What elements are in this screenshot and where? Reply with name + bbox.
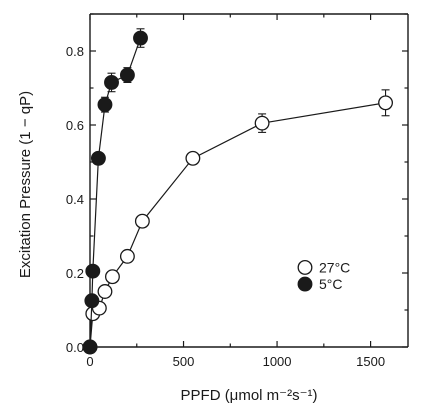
data-point bbox=[97, 97, 113, 113]
data-point bbox=[84, 293, 100, 309]
y-axis-label: Excitation Pressure (1 − qP) bbox=[17, 91, 34, 278]
data-point bbox=[254, 115, 270, 131]
data-point bbox=[97, 284, 113, 299]
data-point bbox=[90, 150, 106, 166]
x-axis-label: PPFD (μmol m⁻²s⁻¹) bbox=[181, 387, 318, 404]
series-line bbox=[89, 102, 386, 348]
x-tick-label: 1500 bbox=[356, 354, 385, 369]
legend-label-5c: 5°C bbox=[319, 276, 343, 292]
data-point bbox=[119, 248, 135, 264]
series-5c bbox=[82, 28, 148, 355]
data-point bbox=[119, 67, 135, 83]
y-tick-label: 0.4 bbox=[66, 192, 84, 207]
data-point bbox=[378, 95, 394, 111]
data-point bbox=[134, 213, 150, 229]
data-point bbox=[82, 339, 98, 355]
data-point bbox=[85, 263, 101, 279]
y-tick-label: 0.0 bbox=[66, 340, 84, 355]
x-tick-label: 1000 bbox=[263, 354, 292, 369]
data-point bbox=[104, 74, 119, 90]
data-point bbox=[104, 269, 120, 285]
legend-marker-5c bbox=[297, 276, 313, 292]
y-tick-label: 0.8 bbox=[66, 44, 84, 59]
y-tick-label: 0.6 bbox=[66, 118, 84, 133]
data-point bbox=[185, 150, 201, 166]
x-axis-ticks: 0 500 1000 1500 bbox=[86, 14, 385, 369]
legend: 27°C 5°C bbox=[297, 259, 350, 292]
series-27c bbox=[82, 89, 394, 355]
legend-marker-27c bbox=[297, 260, 313, 275]
series-layer bbox=[82, 28, 394, 355]
data-point bbox=[133, 30, 148, 46]
x-tick-label: 0 bbox=[86, 354, 93, 369]
y-axis-ticks: 0.0 0.2 0.4 0.6 0.8 bbox=[66, 13, 408, 355]
legend-label-27c: 27°C bbox=[319, 259, 350, 275]
y-tick-label: 0.2 bbox=[66, 266, 84, 281]
axes bbox=[89, 13, 409, 348]
x-tick-label: 500 bbox=[173, 354, 195, 369]
